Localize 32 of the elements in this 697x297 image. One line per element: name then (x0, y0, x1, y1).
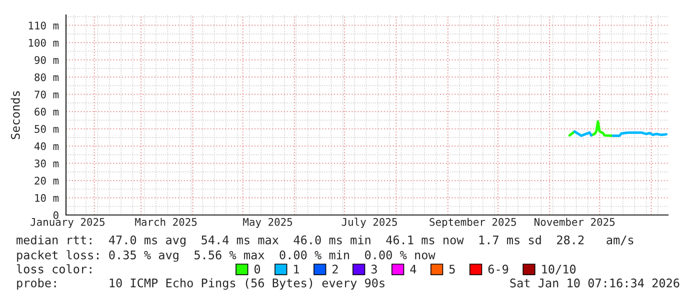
x-tick-label: May 2025 (243, 218, 292, 228)
y-tick-label: 100 m (28, 38, 59, 47)
x-tick-label: July 2025 (342, 218, 397, 228)
y-axis-title: Seconds (10, 91, 20, 140)
text: Sat Jan 10 07:16:34 2026 (510, 278, 680, 288)
y-tick-label: 110 m (28, 22, 59, 30)
text: packet loss: 0.35 % avg 5.56 % max 0.00 % min 0.00 % now (17, 250, 436, 262)
y-tick-label: 40 m (34, 142, 59, 150)
y-tick-label: 70 m (34, 90, 59, 98)
legend-label: 1 (294, 264, 299, 274)
x-tick-label: March 2025 (135, 218, 197, 226)
y-tick-label: 60 m (34, 108, 59, 116)
legend-label: 10/10 (542, 264, 576, 275)
y-tick-label: 50 m (34, 125, 59, 133)
x-tick-label: November 2025 (534, 218, 615, 226)
y-tick-label: 90 m (34, 56, 59, 64)
y-tick-label: 30 m (34, 160, 59, 168)
y-tick-label: 0 (53, 211, 58, 220)
legend-label: 6-9 (488, 264, 508, 274)
x-tick-label: January 2025 (30, 218, 104, 228)
legend-label: 5 (449, 264, 455, 274)
text: median rtt: 47.0 ms avg 54.4 ms max 46.0 ms min 46.1 ms now 1.7 ms sd 28.2 am/s (16, 235, 634, 247)
y-tick-label: 80 m (34, 73, 59, 82)
text: probe: 10 ICMP Echo Pings (56 Bytes) every 90s (17, 278, 384, 290)
legend-label: 3 (371, 264, 377, 274)
y-tick-label: 10 m (35, 194, 59, 202)
x-tick-label: September 2025 (430, 218, 516, 228)
legend-title: loss color: (16, 264, 92, 274)
legend-label: 2 (332, 264, 338, 274)
legend-label: 0 (254, 264, 260, 274)
y-tick-label: 20 m (34, 176, 59, 185)
legend-label: 4 (410, 264, 416, 274)
